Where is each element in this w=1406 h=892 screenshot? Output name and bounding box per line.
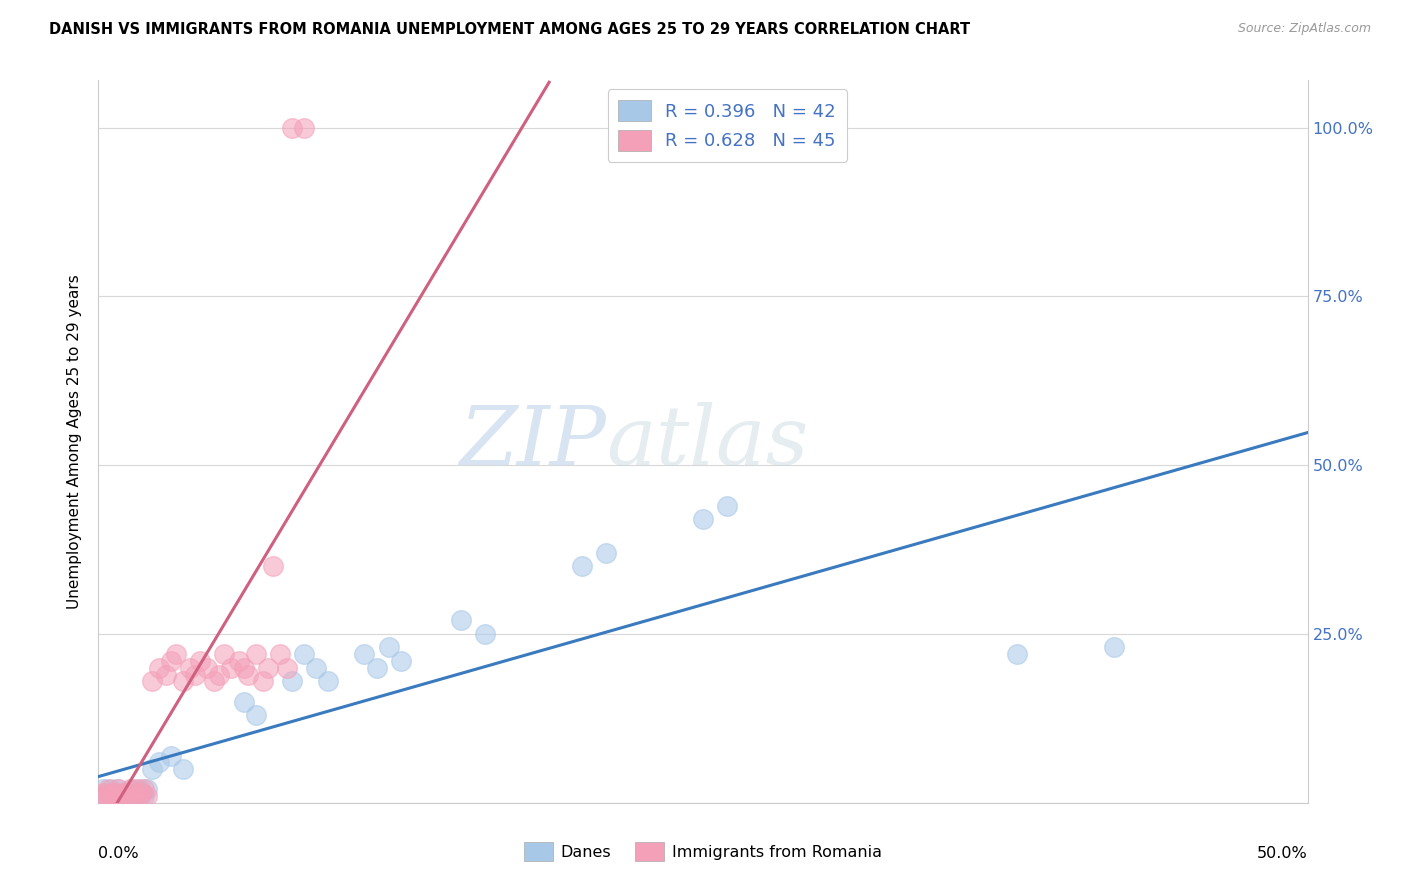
Point bbox=[353, 647, 375, 661]
Point bbox=[127, 782, 149, 797]
Point bbox=[212, 647, 235, 661]
Point bbox=[97, 789, 120, 803]
Point bbox=[276, 661, 298, 675]
Point bbox=[160, 654, 183, 668]
Point bbox=[114, 789, 136, 803]
Text: DANISH VS IMMIGRANTS FROM ROMANIA UNEMPLOYMENT AMONG AGES 25 TO 29 YEARS CORRELA: DANISH VS IMMIGRANTS FROM ROMANIA UNEMPL… bbox=[49, 22, 970, 37]
Point bbox=[172, 674, 194, 689]
Point bbox=[101, 789, 124, 803]
Legend: Danes, Immigrants from Romania: Danes, Immigrants from Romania bbox=[517, 836, 889, 867]
Text: 50.0%: 50.0% bbox=[1257, 847, 1308, 861]
Point bbox=[281, 674, 304, 689]
Point bbox=[221, 661, 243, 675]
Point bbox=[256, 661, 278, 675]
Point bbox=[128, 782, 150, 797]
Point bbox=[134, 782, 156, 797]
Point bbox=[124, 786, 146, 800]
Point bbox=[94, 789, 117, 803]
Point bbox=[134, 789, 156, 803]
Point bbox=[108, 789, 131, 803]
Point bbox=[131, 786, 153, 800]
Point bbox=[195, 661, 218, 675]
Point bbox=[208, 667, 231, 681]
Point bbox=[124, 786, 146, 800]
Point bbox=[155, 667, 177, 681]
Point bbox=[160, 748, 183, 763]
Point bbox=[716, 499, 738, 513]
Point bbox=[107, 782, 129, 797]
Point bbox=[107, 782, 129, 797]
Point bbox=[90, 789, 112, 803]
Point bbox=[292, 120, 315, 135]
Point bbox=[172, 762, 194, 776]
Point bbox=[135, 782, 157, 797]
Text: Source: ZipAtlas.com: Source: ZipAtlas.com bbox=[1237, 22, 1371, 36]
Point bbox=[305, 661, 328, 675]
Point bbox=[111, 786, 134, 800]
Point bbox=[179, 661, 201, 675]
Point bbox=[91, 786, 114, 800]
Point bbox=[94, 786, 117, 800]
Point bbox=[228, 654, 250, 668]
Point bbox=[232, 694, 254, 708]
Point bbox=[232, 661, 254, 675]
Point bbox=[104, 786, 127, 800]
Point bbox=[117, 786, 139, 800]
Point bbox=[100, 782, 122, 797]
Point bbox=[128, 789, 150, 803]
Y-axis label: Unemployment Among Ages 25 to 29 years: Unemployment Among Ages 25 to 29 years bbox=[67, 274, 83, 609]
Point bbox=[97, 782, 120, 797]
Point bbox=[595, 546, 617, 560]
Point bbox=[450, 614, 472, 628]
Point bbox=[141, 762, 163, 776]
Point bbox=[148, 756, 170, 770]
Point bbox=[141, 674, 163, 689]
Point bbox=[252, 674, 274, 689]
Point bbox=[474, 627, 496, 641]
Point bbox=[692, 512, 714, 526]
Point bbox=[245, 647, 267, 661]
Point bbox=[121, 789, 143, 803]
Point bbox=[366, 661, 388, 675]
Text: atlas: atlas bbox=[606, 401, 808, 482]
Point bbox=[148, 661, 170, 675]
Point bbox=[238, 667, 260, 681]
Point bbox=[131, 786, 153, 800]
Point bbox=[101, 786, 124, 800]
Point bbox=[90, 789, 112, 803]
Point bbox=[188, 654, 211, 668]
Text: 0.0%: 0.0% bbox=[98, 847, 139, 861]
Point bbox=[165, 647, 187, 661]
Point bbox=[389, 654, 412, 668]
Point bbox=[117, 786, 139, 800]
Point bbox=[316, 674, 339, 689]
Point bbox=[204, 674, 226, 689]
Point bbox=[262, 559, 284, 574]
Point bbox=[1102, 640, 1125, 655]
Point bbox=[184, 667, 207, 681]
Point bbox=[377, 640, 399, 655]
Point bbox=[114, 789, 136, 803]
Text: ZIP: ZIP bbox=[460, 401, 606, 482]
Point bbox=[135, 789, 157, 803]
Point bbox=[104, 789, 127, 803]
Point bbox=[245, 708, 267, 723]
Point bbox=[292, 647, 315, 661]
Point bbox=[127, 789, 149, 803]
Point bbox=[269, 647, 291, 661]
Point bbox=[118, 789, 141, 803]
Point bbox=[118, 782, 141, 797]
Point bbox=[108, 789, 131, 803]
Point bbox=[1007, 647, 1029, 661]
Point bbox=[91, 782, 114, 797]
Point bbox=[100, 786, 122, 800]
Point bbox=[111, 786, 134, 800]
Point bbox=[121, 782, 143, 797]
Point bbox=[571, 559, 593, 574]
Point bbox=[281, 120, 304, 135]
